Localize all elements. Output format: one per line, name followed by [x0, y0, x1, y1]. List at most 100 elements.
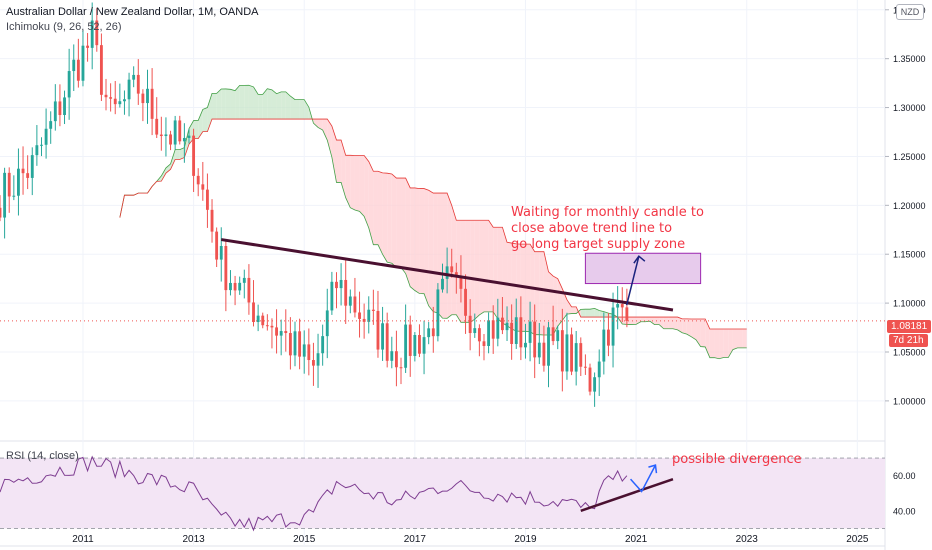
- candle: [593, 372, 597, 407]
- rsi-legend[interactable]: RSI (14, close): [6, 450, 79, 462]
- candle-body: [344, 279, 348, 306]
- kumo-segment: [216, 89, 222, 120]
- candle-body: [528, 321, 532, 343]
- kumo-segment: [488, 220, 494, 312]
- kumo-segment: [553, 276, 558, 336]
- kumo-segment: [590, 308, 595, 318]
- kumo-segment: [728, 328, 733, 358]
- candle: [431, 306, 435, 353]
- candle-body: [136, 74, 140, 94]
- kumo-segment: [244, 85, 249, 120]
- candle: [399, 357, 403, 385]
- time-tick-label: 2021: [625, 534, 648, 545]
- candle-body: [265, 325, 269, 327]
- kumo-segment: [350, 155, 355, 211]
- candle-body: [307, 344, 311, 361]
- candle-body: [141, 93, 145, 104]
- kumo-segment: [248, 85, 254, 120]
- candle: [127, 72, 131, 117]
- kumo-segment: [580, 309, 586, 318]
- candle: [519, 296, 523, 361]
- kumo-segment: [405, 178, 411, 287]
- candle: [344, 258, 348, 325]
- candle: [205, 173, 209, 228]
- candle: [556, 325, 560, 350]
- candle: [330, 271, 334, 315]
- kumo-segment: [548, 271, 554, 336]
- candle-body: [404, 324, 408, 368]
- candle-body: [353, 296, 357, 313]
- candle-body: [431, 328, 435, 337]
- candle: [136, 59, 140, 105]
- candle-body: [482, 341, 486, 346]
- kumo-segment: [414, 187, 420, 294]
- candle: [597, 349, 601, 396]
- candle-body: [40, 144, 43, 146]
- kumo-segment: [401, 178, 406, 274]
- kumo-segment: [696, 318, 701, 347]
- time-tick-label: 2017: [404, 534, 427, 545]
- candle: [0, 195, 2, 222]
- candle: [288, 317, 292, 370]
- candle-body: [413, 335, 417, 356]
- candle-body: [72, 59, 76, 72]
- candle-body: [159, 134, 163, 137]
- kumo-segment: [331, 126, 337, 183]
- candle: [72, 44, 76, 92]
- candle: [210, 199, 214, 243]
- candle: [196, 168, 200, 197]
- candle-body: [500, 317, 504, 331]
- candle: [90, 2, 94, 70]
- kumo-segment: [410, 187, 415, 291]
- kumo-segment: [304, 99, 309, 120]
- kumo-segment: [276, 91, 282, 120]
- kumo-segment: [373, 171, 378, 245]
- candle: [201, 161, 205, 201]
- candle-body: [210, 209, 214, 232]
- candle-body: [464, 288, 467, 316]
- kumo-segment: [212, 93, 217, 120]
- candle-body: [67, 71, 71, 98]
- ichimoku-legend[interactable]: Ichimoku (9, 26, 52, 26): [6, 21, 122, 33]
- candle-body: [104, 94, 108, 98]
- kumo-segment: [165, 163, 171, 174]
- kumo-segment: [295, 99, 300, 120]
- candle: [279, 319, 283, 356]
- candle-body: [233, 282, 237, 291]
- candle: [252, 280, 255, 327]
- kumo-segment: [419, 188, 425, 294]
- candle-body: [593, 377, 597, 392]
- kumo-segment: [497, 227, 503, 323]
- candle-body: [293, 331, 297, 356]
- trendline: [221, 238, 674, 312]
- candle-body: [247, 277, 251, 303]
- time-tick-label: 2015: [293, 534, 316, 545]
- candle: [44, 108, 48, 159]
- note-line-2: close above trend line to: [511, 221, 673, 236]
- candle-body: [441, 278, 444, 290]
- candle-body: [394, 351, 398, 368]
- candle-body: [537, 342, 541, 358]
- candle-body: [86, 45, 90, 48]
- kumo-segment: [636, 317, 641, 325]
- kumo-segment: [387, 173, 392, 264]
- candle: [385, 312, 389, 368]
- candle-body: [21, 168, 25, 174]
- kumo-segment: [271, 89, 277, 120]
- currency-badge[interactable]: NZD: [896, 4, 924, 20]
- candle: [611, 292, 615, 368]
- candle: [607, 312, 610, 357]
- rsi-tick-label: 60.00: [893, 471, 916, 481]
- candle-body: [99, 45, 103, 95]
- kumo-segment: [428, 190, 434, 312]
- candle-body: [579, 343, 583, 367]
- price-tick-label: 1.05000: [893, 348, 926, 358]
- kumo-segment: [368, 161, 374, 245]
- candle-body: [533, 321, 537, 358]
- candle-body: [256, 315, 260, 323]
- candle: [265, 314, 269, 331]
- candle-body: [44, 128, 48, 145]
- kumo-segment: [663, 317, 669, 329]
- kumo-segment: [470, 220, 475, 323]
